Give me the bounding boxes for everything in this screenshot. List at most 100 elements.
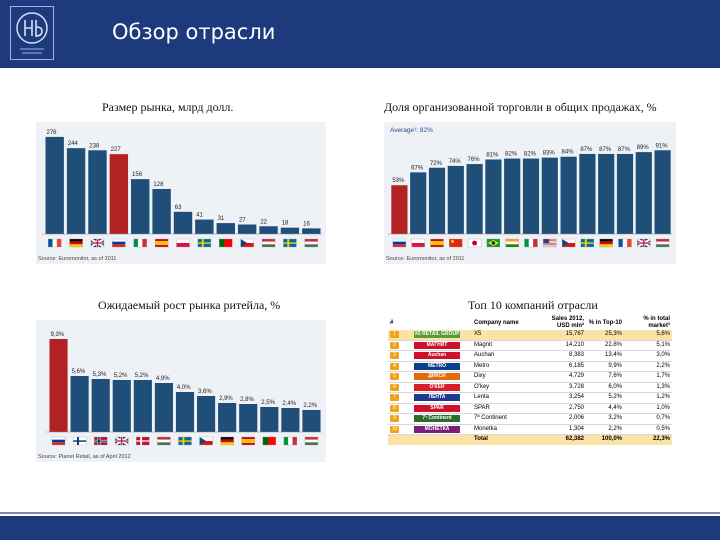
bar: [466, 164, 483, 234]
chart-source: Source: Euromonitor, as of 2011: [38, 256, 116, 262]
bar-value-label: 63: [175, 205, 182, 211]
average-label: Average¹: 82%: [390, 127, 433, 134]
bar-value-label: 87%: [580, 147, 593, 153]
bar: [541, 157, 558, 234]
bar: [560, 156, 577, 234]
bar-value-label: 276: [46, 130, 57, 136]
total-share: 5,1%: [624, 340, 672, 351]
rank-badge: 6: [390, 383, 399, 391]
sweden-flag-icon: [580, 238, 595, 248]
table-row: 1 X5 RETAIL GROUP X5 15,767 25,3% 5,6%: [388, 330, 672, 341]
bar: [280, 227, 300, 234]
bar: [485, 159, 502, 234]
bar: [173, 211, 193, 234]
total-sales: 62,382: [538, 434, 586, 445]
bar: [239, 404, 258, 432]
bar: [281, 408, 300, 432]
chart-source: Source: Planet Retail, as of April 2012: [38, 454, 131, 460]
bar-value-label: 2,8%: [240, 397, 254, 403]
sales-value: 2,006: [538, 413, 586, 425]
germany-flag-icon: [599, 238, 613, 248]
bar-value-label: 81%: [486, 152, 499, 158]
hungary-flag-icon: [655, 238, 670, 248]
col-top10-header: % in Top-10: [588, 319, 622, 326]
bar-value-label: 76%: [468, 157, 481, 163]
finland-flag-icon: [72, 436, 87, 446]
bar: [112, 380, 131, 432]
bar-value-label: 4,0%: [177, 385, 191, 391]
hungary-flag-icon: [304, 238, 318, 248]
university-logo-icon: [10, 6, 54, 60]
sales-value: 3,254: [538, 392, 586, 404]
total-market: 22,3%: [624, 434, 672, 445]
bar-value-label: 3,6%: [198, 389, 212, 395]
company-logo-icon: SPAR: [414, 404, 460, 412]
bar: [45, 136, 64, 234]
table-row: 10 МОНЕТКА Monetka 1,304 2,2% 0,5%: [388, 424, 672, 435]
norway-flag-icon: [94, 436, 108, 446]
bar: [131, 179, 150, 234]
top10-share: 4,4%: [586, 403, 624, 414]
poland-flag-icon: [411, 238, 425, 248]
sales-value: 3,728: [538, 382, 586, 393]
table-row: 9 7ª Continent 7ª Continent 2,006 3,2% 0,7%: [388, 413, 672, 425]
total-spacer: [388, 434, 412, 445]
top10-share: 6,0%: [586, 382, 624, 393]
france-flag-icon: [618, 238, 632, 248]
retail-growth-chart: 9,3% 5,6% 5,3% 5,2% 5,2% 4,9% 4,0% 3,6% 2,9% 2,8%…: [36, 320, 326, 462]
bar-value-label: 5,6%: [72, 369, 86, 375]
total-share: 0,5%: [624, 424, 672, 435]
market-size-chart: 276 244 238 227 156 128 63 41 31 27 22 18 16 Source: …: [36, 122, 326, 264]
bar-value-label: 128: [153, 182, 164, 188]
company-logo-icon: ЛЕНТА: [414, 394, 460, 401]
footer-divider: [0, 512, 720, 514]
top10-share: 9,9%: [586, 361, 624, 372]
total-share: 2,2%: [624, 361, 672, 372]
bar-value-label: 41: [196, 213, 203, 219]
sales-value: 4,729: [538, 371, 586, 383]
total-share: 1,7%: [624, 371, 672, 383]
bar-value-label: 87%: [618, 147, 631, 153]
rank-badge: 10: [390, 425, 399, 433]
sweden-flag-icon: [197, 238, 212, 248]
table-row: 3 Auchan Auchan 8,383 13,4% 3,0%: [388, 350, 672, 362]
total-share: 1,0%: [624, 403, 672, 414]
bar: [504, 158, 521, 234]
top10-share: 13,4%: [586, 350, 624, 362]
company-name: Dixy: [472, 371, 538, 383]
bar-value-label: 72%: [430, 161, 443, 167]
bar: [616, 153, 634, 234]
bar: [598, 153, 615, 234]
total-top10: 100,0%: [586, 434, 624, 445]
col-rank-header: #: [390, 319, 394, 326]
col-total-header: % in total market³: [643, 316, 670, 329]
bar: [635, 152, 652, 234]
bar: [391, 185, 408, 234]
total-label: Total: [472, 434, 538, 445]
bar-value-label: 91%: [656, 143, 669, 149]
organized-share-chart: 53% 67% 72% 74% 76% 81% 82% 82% 83% 84% 87% 87% 87% 8…: [384, 122, 676, 264]
spain-flag-icon: [241, 436, 255, 446]
total-share: 3,0%: [624, 350, 672, 362]
russia-flag-icon: [392, 238, 407, 248]
bar: [216, 223, 235, 234]
bar: [428, 167, 446, 234]
total-share: 0,7%: [624, 413, 672, 425]
company-name: Lenta: [472, 392, 538, 404]
total-share: 1,3%: [624, 382, 672, 393]
bar: [49, 339, 68, 432]
company-name: Monetka: [472, 424, 538, 435]
bar-value-label: 82%: [505, 152, 518, 158]
uk-flag-icon: [90, 238, 105, 248]
italy-flag-icon: [133, 238, 147, 248]
rank-badge: 5: [390, 373, 399, 380]
sales-value: 8,383: [538, 350, 586, 362]
bar: [154, 383, 173, 432]
hungary-flag-icon: [304, 436, 319, 446]
bar: [237, 224, 257, 234]
russia-flag-icon: [51, 436, 66, 446]
bar: [302, 410, 321, 432]
rank-badge: 4: [390, 362, 399, 370]
top10-share: 25,3%: [586, 330, 624, 341]
china-flag-icon: [449, 238, 463, 248]
